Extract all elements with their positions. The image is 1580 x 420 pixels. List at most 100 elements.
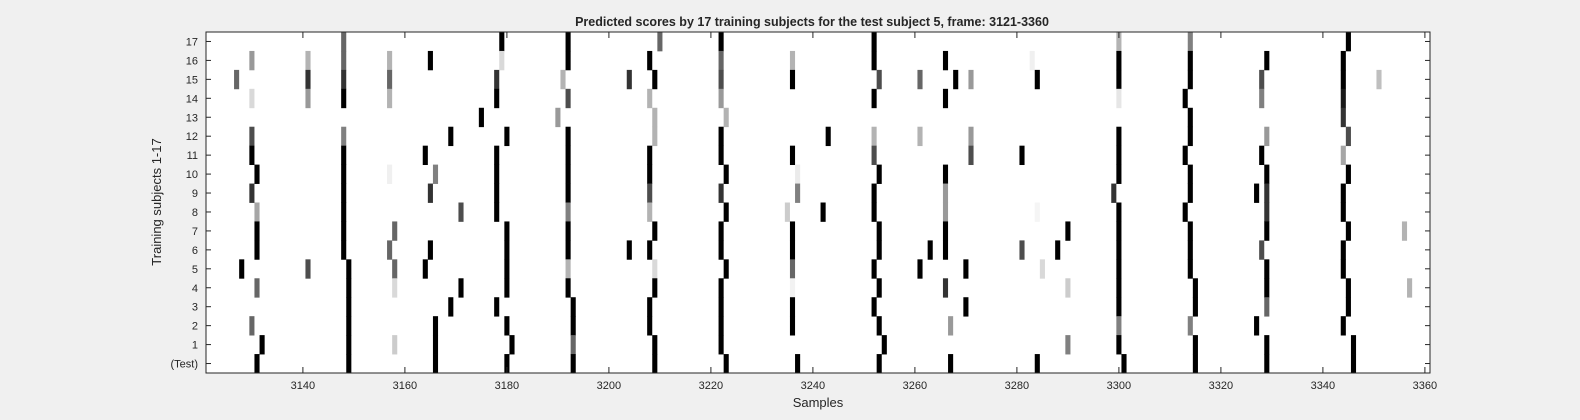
heatmap-cell	[499, 50, 505, 71]
heatmap-cell	[784, 202, 790, 222]
heatmap-cell	[1116, 240, 1122, 260]
heatmap-cell	[871, 145, 877, 166]
heatmap-cell	[647, 297, 653, 317]
heatmap-cell	[1116, 278, 1122, 298]
heatmap-cell	[652, 126, 658, 147]
heatmap-cell	[968, 126, 974, 147]
heatmap-cell	[1259, 88, 1265, 109]
x-tick-label: 3240	[801, 380, 825, 392]
heatmap-cell	[432, 316, 439, 336]
heatmap-cell	[249, 88, 255, 109]
heatmap-cell	[942, 202, 949, 222]
heatmap-cell	[478, 107, 484, 128]
heatmap-cell	[927, 240, 933, 260]
heatmap-cell	[1187, 164, 1193, 184]
heatmap-cell	[448, 297, 454, 317]
heatmap-cell	[565, 240, 571, 260]
heatmap-cell	[968, 69, 974, 90]
heatmap-cell	[560, 69, 566, 90]
heatmap-cell	[876, 316, 882, 336]
heatmap-cells	[234, 32, 1413, 374]
x-axis-label: Samples	[793, 395, 844, 410]
heatmap-cell	[305, 88, 311, 109]
heatmap-cell	[1182, 145, 1188, 166]
heatmap-cell	[494, 164, 500, 184]
heatmap-cell	[871, 126, 877, 147]
heatmap-cell	[259, 335, 265, 355]
heatmap-cell	[1340, 259, 1346, 279]
heatmap-cell	[249, 316, 255, 336]
y-tick-label: 15	[186, 74, 198, 86]
heatmap-cell	[963, 259, 969, 279]
heatmap-cell	[647, 88, 653, 109]
heatmap-cell	[341, 69, 347, 90]
y-tick-label: 12	[186, 131, 198, 143]
heatmap-cell	[723, 107, 729, 128]
heatmap-cell	[239, 259, 245, 279]
heatmap-cell	[1264, 126, 1270, 147]
heatmap-cell	[942, 88, 949, 109]
heatmap-cell	[1116, 126, 1122, 147]
heatmap-cell	[427, 183, 433, 203]
x-tick-label: 3140	[291, 380, 315, 392]
heatmap-cell	[1187, 126, 1193, 147]
heatmap-cell	[1034, 202, 1040, 222]
heatmap-cell	[1187, 50, 1193, 71]
chart-title: Predicted scores by 17 training subjects…	[575, 15, 1049, 29]
heatmap-cell	[565, 164, 571, 184]
heatmap-cell	[341, 32, 347, 52]
heatmap-cell	[1264, 50, 1270, 71]
heatmap-cell	[1116, 69, 1122, 90]
heatmap-cell	[1254, 183, 1260, 203]
heatmap-cell	[917, 259, 923, 279]
x-tick-label: 3220	[699, 380, 723, 392]
heatmap-cell	[795, 183, 801, 203]
heatmap-cell	[427, 50, 433, 71]
heatmap-cell	[789, 316, 796, 336]
y-tick-label: 8	[192, 207, 198, 219]
heatmap-cell	[871, 297, 877, 317]
heatmap-cell	[341, 240, 347, 260]
heatmap-cell	[1340, 50, 1346, 71]
x-tick-label: 3180	[495, 380, 519, 392]
y-tick-label: 3	[192, 302, 198, 314]
heatmap-cell	[494, 183, 500, 203]
x-tick-label: 3280	[1005, 380, 1029, 392]
heatmap-cell	[458, 278, 464, 298]
heatmap-cell	[504, 354, 510, 374]
heatmap-cell	[795, 164, 801, 184]
y-tick-label: 9	[192, 188, 198, 200]
heatmap-cell	[795, 354, 801, 374]
heatmap-cell	[1264, 202, 1270, 222]
heatmap-cell	[249, 183, 255, 203]
heatmap-cell	[392, 221, 398, 241]
heatmap-cell	[1345, 297, 1351, 317]
heatmap-cell	[1259, 145, 1265, 166]
heatmap-cell	[504, 316, 510, 336]
y-tick-label: 17	[186, 36, 198, 48]
heatmap-cell	[346, 278, 352, 298]
heatmap-cell	[876, 354, 882, 374]
heatmap-cell	[871, 202, 877, 222]
heatmap-cell	[718, 69, 724, 90]
y-tick-label: 6	[192, 245, 198, 257]
axes-box	[205, 31, 1431, 374]
heatmap-cell	[387, 50, 393, 71]
heatmap-cell	[1019, 145, 1025, 166]
heatmap-cell	[1116, 145, 1122, 166]
heatmap-cell	[570, 335, 576, 355]
heatmap-cell	[942, 183, 949, 203]
heatmap-cell	[565, 32, 571, 52]
heatmap-cell	[504, 126, 510, 147]
heatmap-cell	[346, 297, 352, 317]
heatmap-cell	[565, 88, 571, 109]
heatmap-cell	[1034, 69, 1040, 90]
heatmap-cell	[346, 335, 352, 355]
heatmap-cell	[432, 335, 439, 355]
heatmap-cell	[1264, 354, 1270, 374]
heatmap-cell	[494, 69, 500, 90]
x-tick-label: 3160	[393, 380, 417, 392]
heatmap-cell	[341, 164, 347, 184]
heatmap-cell	[718, 335, 724, 355]
heatmap-cell	[565, 126, 571, 147]
